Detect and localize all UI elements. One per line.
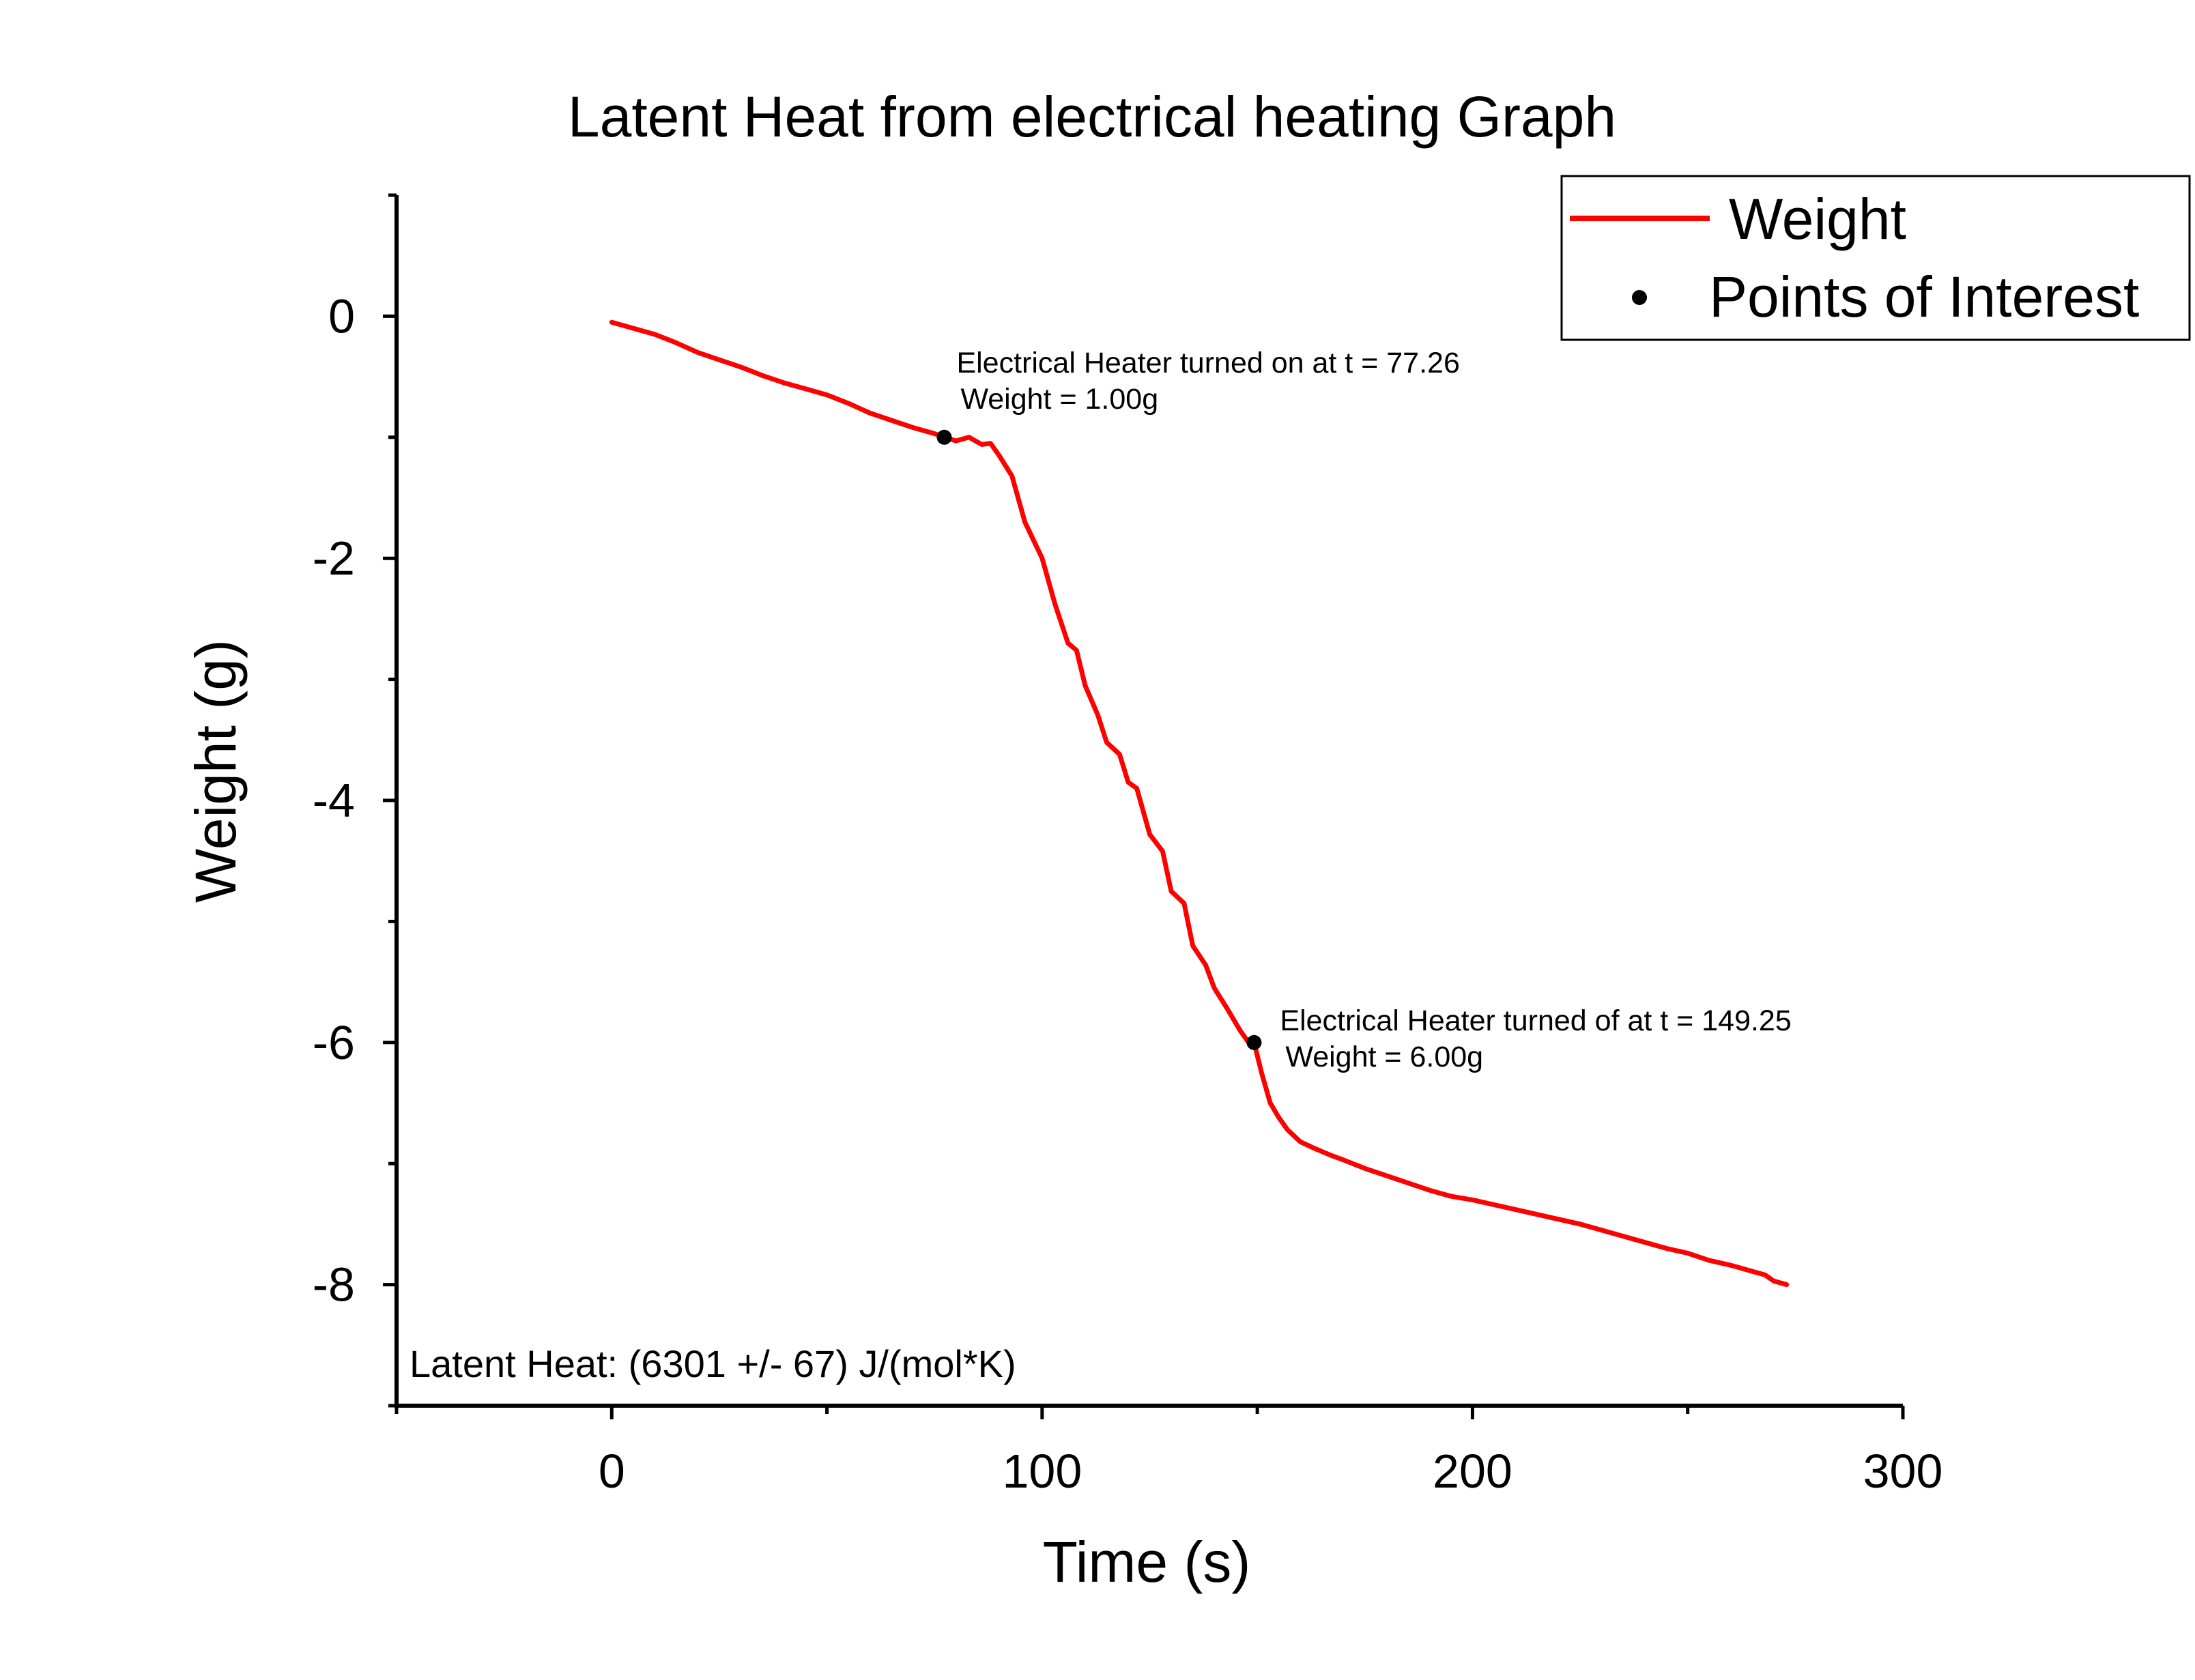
y-tick-label: -4 — [313, 774, 355, 827]
annotation-line2: Weight = 1.00g — [960, 383, 1158, 416]
legend-poi-label: Points of Interest — [1709, 265, 2139, 329]
y-tick-label: -8 — [313, 1258, 355, 1312]
point-of-interest — [1246, 1034, 1262, 1050]
legend: Weight Points of Interest — [1560, 175, 2191, 341]
x-ticks: 0 100 200 300 — [394, 1406, 1943, 1498]
x-tick-label: 100 — [1002, 1445, 1082, 1498]
annotations: Electrical Heater turned on at t = 77.26… — [956, 347, 1791, 1073]
annotation-line1: Electrical Heater turned of at t = 149.2… — [1280, 1004, 1791, 1037]
y-ticks: 0 -2 -4 -6 -8 — [313, 193, 397, 1408]
legend-poi-swatch — [1632, 290, 1647, 305]
legend-weight-label: Weight — [1729, 187, 1906, 251]
y-tick-label: -2 — [313, 532, 355, 585]
latent-heat-note: Latent Heat: (6301 +/- 67) J/(mol*K) — [410, 1342, 1016, 1385]
y-axis-title: Weight (g) — [184, 639, 248, 903]
chart-title: Latent Heat from electrical heating Grap… — [568, 85, 1616, 149]
y-tick-label: 0 — [328, 289, 355, 343]
annotation-line1: Electrical Heater turned on at t = 77.26 — [956, 347, 1459, 379]
x-axis-title: Time (s) — [1043, 1530, 1251, 1594]
legend-box — [1560, 175, 2191, 341]
weight-series-line — [609, 319, 1790, 1288]
x-tick-label: 0 — [599, 1445, 625, 1498]
x-tick-label: 200 — [1433, 1445, 1512, 1498]
y-tick-label: -6 — [313, 1016, 355, 1069]
x-tick-label: 300 — [1863, 1445, 1943, 1498]
annotation-line2: Weight = 6.00g — [1285, 1041, 1483, 1073]
point-of-interest — [936, 429, 952, 445]
points-of-interest — [936, 429, 1262, 1050]
plot-area: 0 -2 -4 -6 -8 0 100 200 300 Electrical Heater t… — [313, 193, 1943, 1498]
